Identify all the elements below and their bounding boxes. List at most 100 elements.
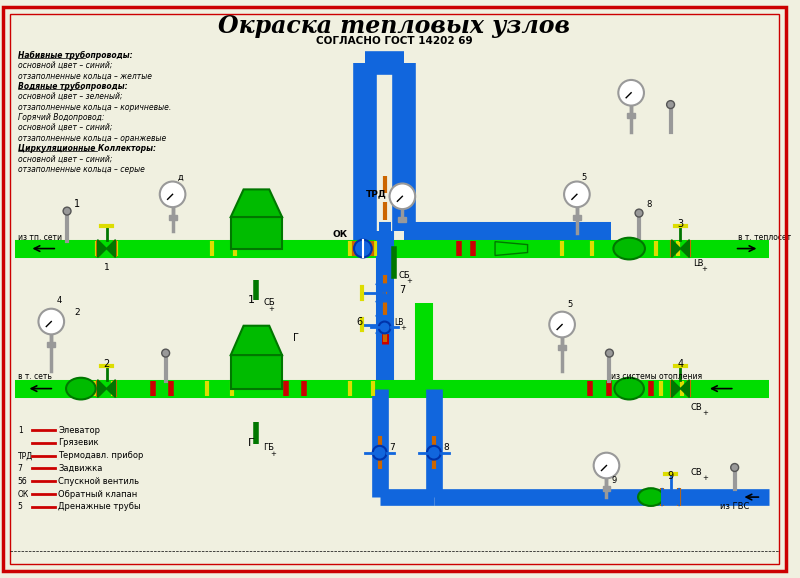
Text: Задвижка: Задвижка xyxy=(58,464,102,473)
Ellipse shape xyxy=(638,488,664,506)
Polygon shape xyxy=(671,240,681,257)
Text: 8: 8 xyxy=(444,443,450,452)
Text: 9: 9 xyxy=(667,471,674,481)
Text: СБ: СБ xyxy=(263,298,275,307)
Polygon shape xyxy=(230,190,282,217)
Bar xyxy=(47,342,55,347)
Polygon shape xyxy=(662,488,670,506)
Text: д: д xyxy=(178,173,183,181)
Circle shape xyxy=(373,446,386,460)
Circle shape xyxy=(618,80,644,106)
Text: Обратный клапан: Обратный клапан xyxy=(58,490,138,499)
Text: ТРД: ТРД xyxy=(366,190,387,198)
Text: из ГВС: из ГВС xyxy=(720,502,750,511)
Polygon shape xyxy=(681,380,690,398)
Text: в т. теплосет: в т. теплосет xyxy=(738,233,790,242)
Bar xyxy=(230,217,282,249)
Text: Грязевик: Грязевик xyxy=(58,438,99,447)
Text: +: + xyxy=(701,266,707,272)
Text: 1: 1 xyxy=(74,199,80,209)
Bar xyxy=(627,113,635,118)
Polygon shape xyxy=(106,380,115,398)
Polygon shape xyxy=(376,284,394,293)
Text: СВ: СВ xyxy=(690,468,702,477)
Polygon shape xyxy=(376,324,394,334)
Polygon shape xyxy=(98,240,106,257)
Circle shape xyxy=(666,101,674,109)
Bar xyxy=(602,486,610,491)
Bar xyxy=(169,215,177,220)
Text: основной цвет – зеленый;: основной цвет – зеленый; xyxy=(18,92,122,101)
Text: 9: 9 xyxy=(611,476,617,486)
Text: +: + xyxy=(702,410,708,416)
Text: Термодавл. прибор: Термодавл. прибор xyxy=(58,451,143,460)
Text: Водяные трубопроводы:: Водяные трубопроводы: xyxy=(18,82,127,91)
Text: 5: 5 xyxy=(582,173,587,181)
Text: отзаполненные кольца – коричневые.: отзаполненные кольца – коричневые. xyxy=(18,102,171,112)
Circle shape xyxy=(390,183,415,209)
Text: СБ: СБ xyxy=(398,271,410,280)
Text: +: + xyxy=(702,475,708,481)
Text: отзаполненные кольца – желтые: отзаполненные кольца – желтые xyxy=(18,72,152,80)
Polygon shape xyxy=(681,240,690,257)
Circle shape xyxy=(635,209,643,217)
Circle shape xyxy=(550,312,575,338)
Circle shape xyxy=(38,309,64,334)
Text: LВ: LВ xyxy=(694,260,704,268)
Bar xyxy=(230,355,282,388)
Circle shape xyxy=(162,349,170,357)
Text: Г: Г xyxy=(248,438,255,448)
Circle shape xyxy=(378,321,390,334)
Polygon shape xyxy=(671,380,681,398)
Text: Циркуляционные Коллекторы:: Циркуляционные Коллекторы: xyxy=(18,144,156,153)
Bar xyxy=(398,217,406,222)
Text: отзаполненные кольца – серые: отзаполненные кольца – серые xyxy=(18,165,145,173)
Text: основной цвет – синий;: основной цвет – синий; xyxy=(18,123,112,132)
Text: LВ: LВ xyxy=(394,318,404,328)
Text: в т. сеть: в т. сеть xyxy=(18,372,52,381)
Circle shape xyxy=(160,181,186,207)
Text: +: + xyxy=(268,306,274,312)
Circle shape xyxy=(63,207,71,215)
Circle shape xyxy=(564,181,590,207)
Text: +: + xyxy=(406,278,412,284)
Text: Дренажные трубы: Дренажные трубы xyxy=(58,502,141,512)
Polygon shape xyxy=(376,293,394,302)
Text: 5: 5 xyxy=(567,300,572,309)
Text: основной цвет – синий;: основной цвет – синий; xyxy=(18,61,112,70)
Text: ТРД: ТРД xyxy=(18,451,33,460)
Polygon shape xyxy=(106,240,115,257)
Text: основной цвет – синий;: основной цвет – синий; xyxy=(18,154,112,164)
Ellipse shape xyxy=(614,378,644,399)
Text: 3: 3 xyxy=(678,219,683,229)
Text: 7: 7 xyxy=(399,285,406,295)
Text: Элеватор: Элеватор xyxy=(58,425,100,435)
Text: 6: 6 xyxy=(357,317,363,327)
Text: 7: 7 xyxy=(390,443,395,452)
Text: 5: 5 xyxy=(18,502,22,512)
Text: 8: 8 xyxy=(646,200,651,209)
Text: СОГЛАСНО ГОСТ 14202 69: СОГЛАСНО ГОСТ 14202 69 xyxy=(316,36,473,46)
Text: Горячий Водопровод:: Горячий Водопровод: xyxy=(18,113,104,122)
Bar xyxy=(573,215,581,220)
Text: 1: 1 xyxy=(248,295,255,305)
Text: 4: 4 xyxy=(678,359,683,369)
Circle shape xyxy=(606,349,614,357)
Text: Спускной вентиль: Спускной вентиль xyxy=(58,477,139,486)
Text: Набивные трубопроводы:: Набивные трубопроводы: xyxy=(18,51,132,60)
Text: +: + xyxy=(400,325,406,331)
Text: Окраска тепловых узлов: Окраска тепловых узлов xyxy=(218,14,570,38)
Text: 1: 1 xyxy=(18,425,22,435)
Text: из системы отопления: из системы отопления xyxy=(611,372,702,381)
Text: 7: 7 xyxy=(18,464,22,473)
Text: из тп. сети: из тп. сети xyxy=(18,233,62,242)
Text: ГБ: ГБ xyxy=(263,443,274,452)
Text: отзаполненные кольца – оранжевые: отзаполненные кольца – оранжевые xyxy=(18,134,166,143)
Text: 4: 4 xyxy=(56,296,62,305)
Text: 2: 2 xyxy=(103,359,110,369)
Text: +: + xyxy=(270,451,276,457)
Text: 5б: 5б xyxy=(18,477,27,486)
Text: СВ: СВ xyxy=(690,403,702,412)
Polygon shape xyxy=(98,380,106,398)
Ellipse shape xyxy=(66,378,96,399)
